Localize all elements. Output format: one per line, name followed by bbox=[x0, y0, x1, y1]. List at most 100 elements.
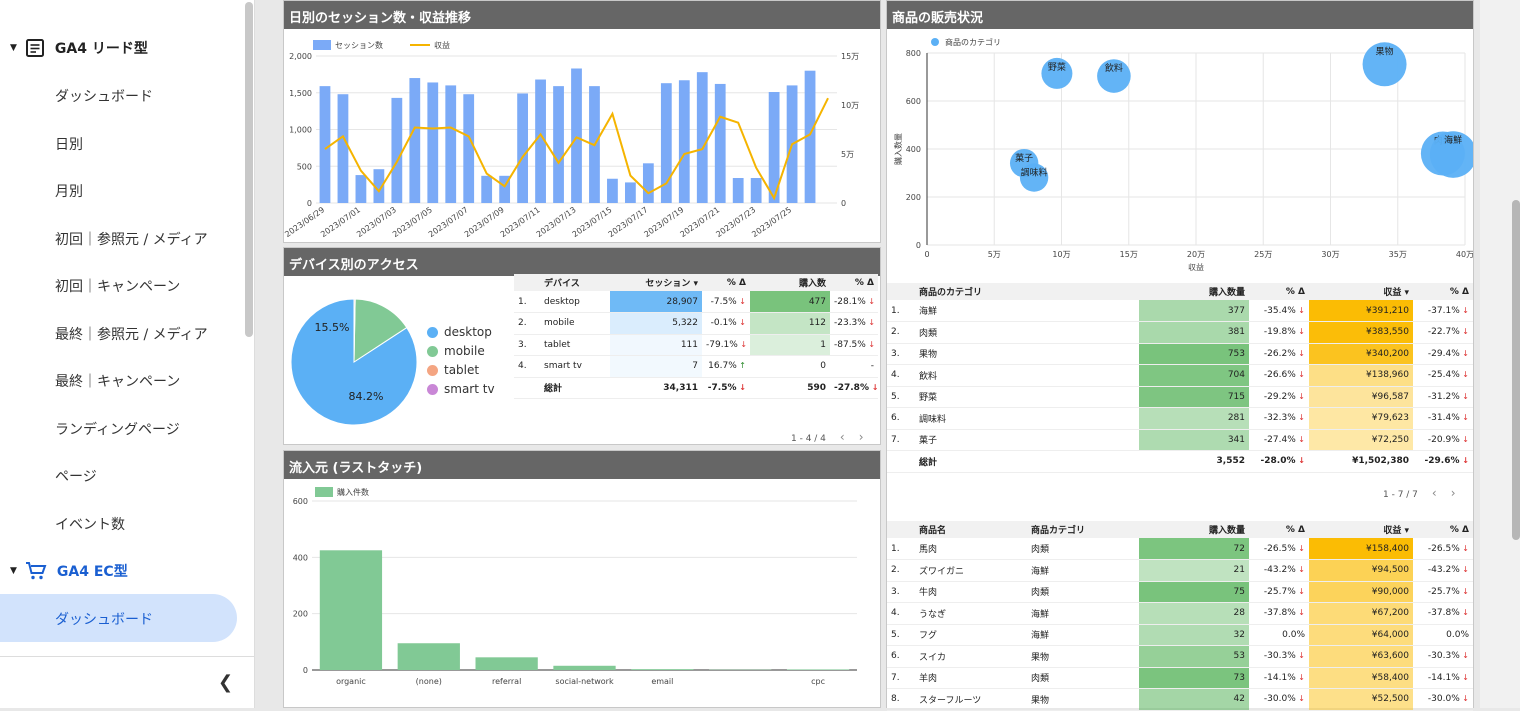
x-tick: 10万 bbox=[1052, 250, 1070, 259]
table-cell: -43.2% ↓ bbox=[1413, 560, 1473, 582]
caret-down-icon[interactable]: ▼ bbox=[10, 566, 17, 576]
nav-group-ga4-lead[interactable]: ▼ GA4 リード型 bbox=[10, 38, 148, 58]
session-bar bbox=[427, 82, 438, 203]
legend-label: smart tv bbox=[444, 382, 495, 396]
nav-item[interactable]: 最終｜キャンペーン bbox=[55, 371, 180, 391]
cell-value: ¥67,200 bbox=[1372, 608, 1409, 618]
table-cell: smart tv bbox=[540, 356, 610, 378]
nav-item[interactable]: イベント数 bbox=[55, 514, 125, 534]
nav-item[interactable]: ページ bbox=[55, 466, 97, 486]
table-cell: 32 bbox=[1139, 624, 1249, 646]
nav-item[interactable]: 初回｜参照元 / メディア bbox=[55, 229, 208, 249]
prev-page-icon[interactable]: ‹ bbox=[840, 430, 845, 444]
caret-down-icon[interactable]: ▼ bbox=[10, 43, 17, 53]
cell-value: -37.1% bbox=[1428, 306, 1460, 316]
nav-item[interactable]: 日別 bbox=[55, 134, 83, 154]
table-cell: 6. bbox=[887, 646, 915, 668]
nav-item[interactable]: ランディングページ bbox=[55, 419, 180, 439]
cell-value: -25.4% bbox=[1428, 370, 1460, 380]
next-page-icon[interactable]: › bbox=[859, 430, 864, 444]
nav-item[interactable]: 最終｜参照元 / メディア bbox=[55, 324, 208, 344]
table-cell: -26.6% ↓ bbox=[1249, 365, 1309, 387]
delta-arrow-icon: ↓ bbox=[1460, 651, 1469, 660]
cell-value: -20.9% bbox=[1428, 435, 1460, 445]
cell-value: -7.5% bbox=[708, 383, 737, 393]
cell-value: -14.1% bbox=[1264, 673, 1296, 683]
table-cell: -30.3% ↓ bbox=[1249, 646, 1309, 668]
x-tick: 40万 bbox=[1456, 250, 1473, 259]
prev-page-icon[interactable]: ‹ bbox=[1432, 486, 1437, 500]
session-bar bbox=[356, 175, 367, 203]
cell-value: 1. bbox=[891, 544, 900, 554]
table-cell: 28,907 bbox=[610, 291, 702, 313]
table-cell: 7. bbox=[887, 667, 915, 689]
bubble-label: 飲料 bbox=[1105, 62, 1123, 74]
cell-value: -0.1% bbox=[711, 318, 737, 328]
nav-group-ga4-ec[interactable]: ▼ GA4 EC型 bbox=[10, 561, 128, 581]
table-cell: tablet bbox=[540, 334, 610, 356]
x-tick: 2023/07/25 bbox=[750, 205, 793, 239]
cell-value: ¥383,550 bbox=[1366, 327, 1409, 337]
nav-item[interactable]: 月別 bbox=[55, 181, 83, 201]
cell-value: -27.8% bbox=[834, 383, 869, 393]
table-cell: ¥52,500 bbox=[1309, 689, 1413, 711]
cell-value: 16.7% bbox=[708, 361, 737, 371]
page-scrollbar[interactable] bbox=[1480, 0, 1520, 708]
device-pager: 1 - 4 / 4‹› bbox=[791, 430, 864, 444]
table-cell: 1. bbox=[887, 538, 915, 560]
delta-arrow-icon: ↑ bbox=[737, 361, 746, 370]
page-scrollbar-thumb[interactable] bbox=[1512, 200, 1520, 540]
y-left-tick: 0 bbox=[307, 199, 312, 208]
sidebar-scrollbar[interactable] bbox=[245, 2, 253, 337]
session-bar bbox=[338, 94, 349, 203]
table-cell: 73 bbox=[1139, 667, 1249, 689]
table-cell: ¥94,500 bbox=[1309, 560, 1413, 582]
pie-label: 84.2% bbox=[349, 390, 384, 403]
next-page-icon[interactable]: › bbox=[1451, 486, 1456, 500]
cell-value: 21 bbox=[1234, 565, 1245, 575]
nav-item[interactable]: 初回｜キャンペーン bbox=[55, 276, 180, 296]
chevron-left-icon[interactable]: ❮ bbox=[218, 672, 233, 693]
table-cell: -25.7% ↓ bbox=[1249, 581, 1309, 603]
delta-arrow-icon: ↓ bbox=[1296, 327, 1305, 336]
cell-value: ¥90,000 bbox=[1372, 587, 1409, 597]
cell-value: 7 bbox=[692, 361, 698, 371]
delta-arrow-icon: ↓ bbox=[1296, 587, 1305, 596]
table-cell: 53 bbox=[1139, 646, 1249, 668]
cell-value: ¥64,000 bbox=[1372, 630, 1409, 640]
session-bar bbox=[751, 178, 762, 203]
table-cell: 果物 bbox=[915, 343, 1139, 365]
nav-item-ec-dashboard[interactable]: ダッシュボード bbox=[55, 609, 153, 629]
table-cell bbox=[887, 451, 915, 473]
table-cell: -35.4% ↓ bbox=[1249, 300, 1309, 322]
table-cell: 753 bbox=[1139, 343, 1249, 365]
delta-arrow-icon: ↓ bbox=[1296, 544, 1305, 553]
cell-value: 飲料 bbox=[919, 372, 937, 382]
cell-value: 果物 bbox=[919, 350, 937, 360]
nav-item[interactable]: ダッシュボード bbox=[55, 86, 153, 106]
y-right-tick: 5万 bbox=[841, 150, 854, 159]
y-tick: 400 bbox=[293, 553, 308, 562]
